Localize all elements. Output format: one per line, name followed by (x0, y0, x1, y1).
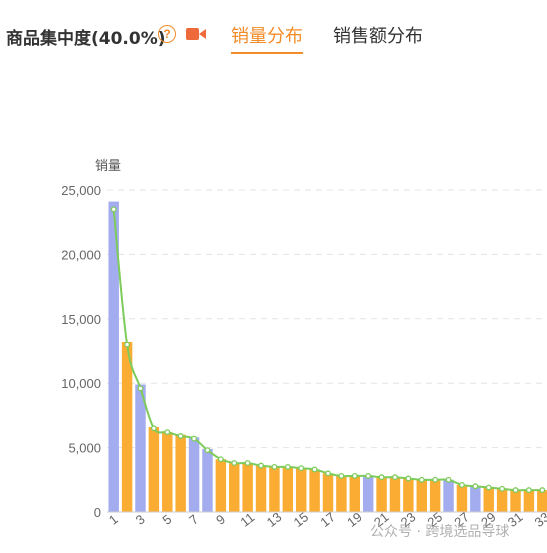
bar[interactable] (229, 463, 240, 512)
trend-point[interactable] (244, 460, 251, 467)
x-tick-label: 5 (159, 511, 174, 527)
y-tick-label: 20,000 (61, 247, 101, 262)
trend-point[interactable] (311, 466, 318, 473)
trend-point[interactable] (217, 456, 224, 463)
trend-point[interactable] (365, 472, 372, 479)
trend-point[interactable] (124, 341, 131, 348)
trend-point[interactable] (338, 472, 345, 479)
trend-point[interactable] (284, 463, 291, 470)
bar[interactable] (309, 469, 320, 512)
x-tick-label: 11 (237, 510, 257, 530)
y-tick-label: 0 (94, 505, 101, 520)
grid-lines (107, 189, 547, 449)
trend-point[interactable] (499, 485, 506, 492)
bar[interactable] (295, 468, 307, 512)
bar[interactable] (389, 477, 401, 512)
video-camera-icon[interactable] (186, 28, 206, 40)
trend-point[interactable] (150, 425, 157, 432)
bar[interactable] (483, 487, 494, 512)
bar[interactable] (510, 490, 521, 512)
trend-point[interactable] (231, 460, 238, 467)
trend-point[interactable] (271, 463, 278, 470)
trend-point[interactable] (177, 433, 184, 439)
bar[interactable] (537, 490, 547, 512)
trend-point[interactable] (392, 474, 398, 481)
trend-point[interactable] (325, 470, 331, 477)
bar[interactable] (456, 484, 468, 512)
trend-point[interactable] (164, 429, 171, 436)
tab-sales-volume-distribution[interactable]: 销量分布 (231, 22, 303, 54)
trend-point[interactable] (445, 476, 452, 483)
trend-point[interactable] (351, 472, 358, 479)
bar[interactable] (336, 475, 347, 512)
x-tick-label: 7 (186, 511, 201, 527)
bar[interactable] (215, 459, 227, 512)
trend-point[interactable] (298, 465, 305, 472)
trend-line (110, 206, 546, 494)
trend-point[interactable] (432, 476, 439, 483)
bar[interactable] (121, 341, 133, 512)
bar[interactable] (362, 475, 374, 512)
bar[interactable] (242, 463, 253, 512)
bar[interactable] (429, 479, 441, 512)
bars (108, 201, 547, 513)
trend-point[interactable] (485, 484, 492, 491)
trend-point[interactable] (405, 475, 412, 482)
y-tick-label: 10,000 (61, 376, 101, 391)
trend-point[interactable] (539, 487, 546, 494)
trend-point[interactable] (191, 435, 198, 442)
bar[interactable] (148, 426, 160, 512)
bar[interactable] (496, 488, 508, 512)
x-tick-label: 1 (106, 511, 121, 527)
y-tick-label: 25,000 (61, 183, 101, 198)
bar[interactable] (202, 448, 213, 512)
trend-point[interactable] (378, 474, 385, 481)
bar[interactable] (523, 490, 535, 512)
bar[interactable] (416, 479, 427, 512)
trend-point[interactable] (258, 462, 264, 469)
bar[interactable] (282, 466, 294, 512)
trend-point[interactable] (418, 476, 425, 483)
trend-point[interactable] (204, 447, 211, 454)
bar[interactable] (188, 437, 200, 512)
bar[interactable] (349, 475, 361, 512)
bar[interactable] (135, 384, 146, 512)
bar[interactable] (376, 477, 387, 512)
bar[interactable] (403, 478, 414, 512)
bar[interactable] (470, 486, 481, 512)
y-tick-label: 5,000 (68, 441, 101, 456)
y-axis-label: 销量 (95, 159, 121, 174)
trend-point[interactable] (525, 487, 532, 494)
trend-point[interactable] (458, 482, 465, 488)
bar[interactable] (269, 466, 280, 512)
chart-header: 商品集中度(40.0%) ? 销量分布 销售额分布 (0, 0, 547, 60)
question-circle-icon[interactable]: ? (158, 25, 176, 43)
trend-point[interactable] (472, 483, 479, 490)
tab-sales-amount-distribution[interactable]: 销售额分布 (333, 26, 423, 47)
x-tick-label: 3 (133, 511, 148, 527)
y-tick-label: 15,000 (61, 312, 101, 327)
bar[interactable] (443, 479, 454, 512)
trend-point[interactable] (110, 206, 117, 213)
watermark: 公众号 · 跨境选品导球 (370, 524, 509, 540)
trend-point[interactable] (137, 385, 144, 392)
bar[interactable] (108, 201, 119, 513)
trend-point[interactable] (512, 487, 519, 494)
bar[interactable] (162, 432, 173, 512)
bar[interactable] (255, 465, 267, 512)
x-tick-label: 9 (213, 511, 228, 527)
page-title: 商品集中度(40.0%) (6, 29, 166, 49)
bar[interactable] (175, 434, 186, 512)
bar[interactable] (322, 473, 334, 512)
